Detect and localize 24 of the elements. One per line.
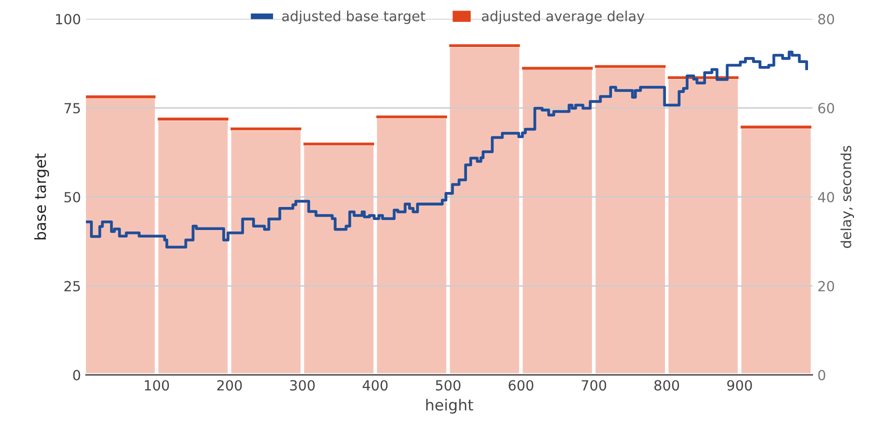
y-tick-label: 25 [64, 280, 80, 292]
legend-label: adjusted average delay [482, 10, 644, 24]
x-tick-label: 200 [217, 380, 242, 391]
y2-axis-title: delay, seconds [840, 146, 854, 248]
y2-tick-label: 20 [818, 280, 834, 292]
y-axis-title: base target [34, 153, 50, 240]
x-tick-label: 600 [508, 380, 534, 391]
y2-tick-label: 80 [818, 14, 834, 24]
x-tick-label: 900 [727, 380, 752, 391]
x-tick-label: 100 [144, 380, 169, 391]
y-tick-label: 50 [64, 192, 80, 202]
y2-tick-label: 0 [818, 370, 826, 380]
y-tick-label: 75 [64, 103, 80, 114]
y2-tick-label: 60 [818, 102, 834, 114]
x-tick-label: 400 [362, 380, 388, 391]
y-tick-label: 100 [56, 14, 80, 24]
x-tick-label: 700 [582, 380, 606, 391]
x-tick-label: 300 [290, 380, 315, 391]
y-tick-label: 0 [73, 370, 80, 380]
y2-tick-label: 40 [818, 192, 834, 202]
x-tick-label: 800 [654, 380, 680, 391]
x-tick-label: 500 [436, 380, 460, 391]
x-axis-title: height [426, 398, 474, 414]
legend-label: adjusted base target [282, 10, 426, 24]
